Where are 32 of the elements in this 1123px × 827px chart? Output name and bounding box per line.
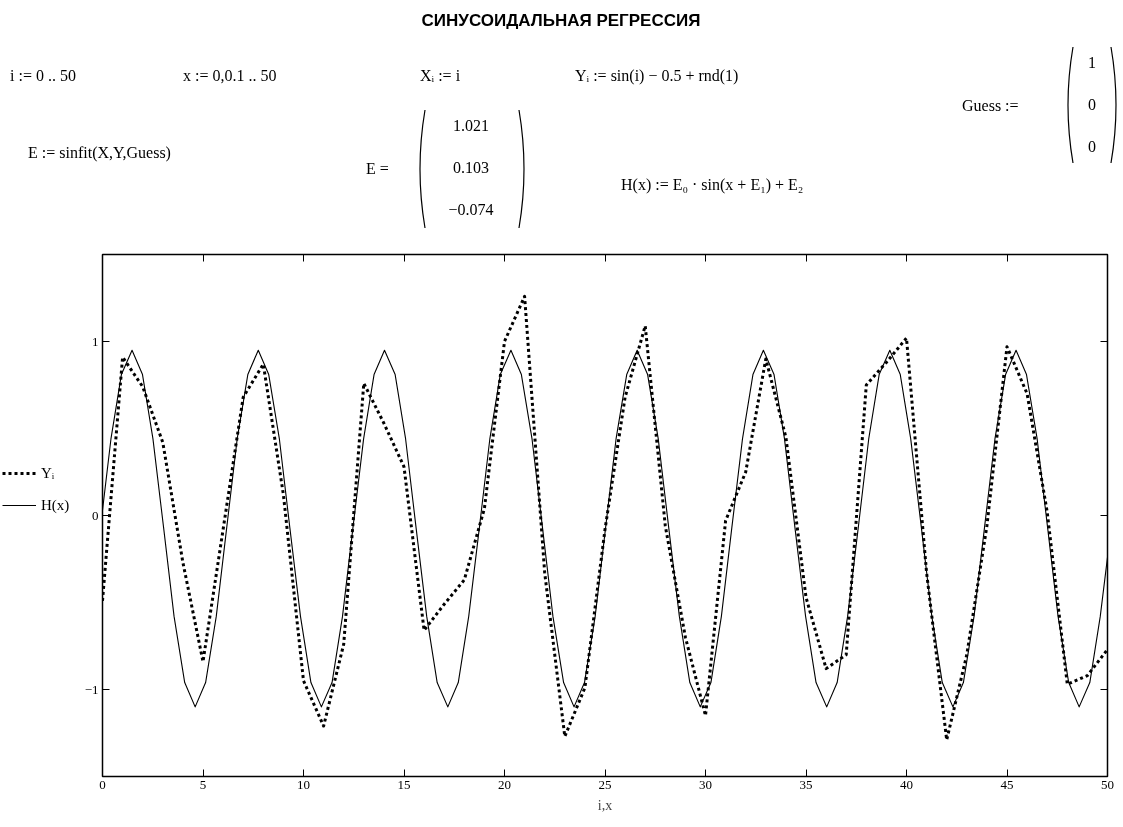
text: H(x) := E₀ · sin(x + E₁) + E₂ [621, 175, 804, 194]
y-tick-label: −1 [84, 681, 99, 697]
y-tick-label: 0 [92, 507, 99, 523]
x-tick-label: 5 [199, 776, 207, 792]
text: 1 [1088, 53, 1096, 71]
text: Guess := [962, 96, 1019, 114]
x-tick-label: 45 [1000, 776, 1014, 792]
text: −0.074 [448, 200, 494, 218]
legend-label: Yᵢ [41, 464, 56, 482]
x-tick-label: 50 [1101, 776, 1114, 792]
x-tick-label: 20 [498, 776, 511, 792]
text: E := sinfit(X,Y,Guess) [28, 143, 171, 162]
x-tick-label: 25 [598, 776, 612, 792]
x-tick-label: 40 [900, 776, 913, 792]
text: 0 [1088, 137, 1096, 155]
text: x := 0,0.1 .. 50 [183, 66, 277, 84]
chart-title: СИНУСОИДАЛЬНАЯ РЕГРЕССИЯ [421, 11, 701, 31]
x-axis-title: i,x [597, 797, 613, 813]
text: Xᵢ := i [420, 66, 461, 84]
text: i := 0 .. 50 [10, 66, 76, 84]
text: E = [366, 159, 389, 177]
text: 0.103 [453, 158, 489, 176]
x-tick-label: 30 [699, 776, 712, 792]
x-tick-label: 35 [799, 776, 813, 792]
legend-label: H(x) [41, 496, 70, 514]
text: 1.021 [453, 116, 489, 134]
x-tick-label: 15 [397, 776, 411, 792]
x-tick-label: 10 [297, 776, 310, 792]
text: 0 [1088, 95, 1096, 113]
text: Yᵢ := sin(i) − 0.5 + rnd(1) [575, 66, 739, 85]
line-series [102, 294, 1108, 742]
y-tick-label: 1 [92, 333, 99, 349]
